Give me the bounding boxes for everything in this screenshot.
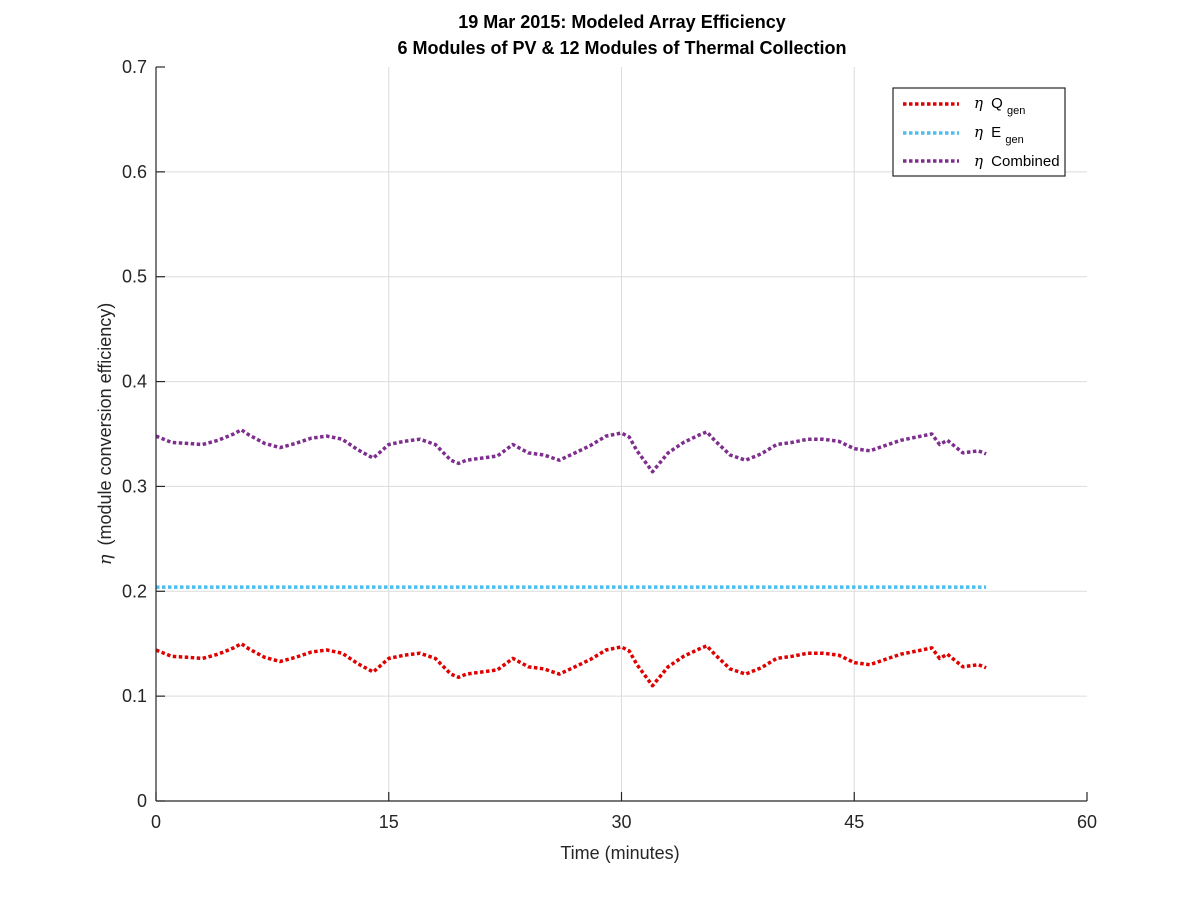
chart-title: 19 Mar 2015: Modeled Array Efficiency: [458, 12, 785, 32]
series-line-0: [155, 641, 987, 688]
legend-sub-e-gen: gen: [1005, 134, 1023, 146]
y-tick-label-3: 0.3: [122, 476, 147, 496]
x-tick-label-3: 45: [844, 812, 864, 832]
legend-label-q-gen: η Q gen: [974, 94, 1025, 117]
x-axis-label: Time (minutes): [560, 843, 679, 863]
legend-label-combined: η Combined: [974, 152, 1060, 170]
grid: [156, 67, 1087, 801]
legend: η Q gen η E gen η Combined: [892, 87, 1066, 177]
y-tick-label-1: 0.1: [122, 686, 147, 706]
legend-main-combined: Combined: [991, 153, 1059, 170]
series-lines: [155, 428, 987, 688]
x-tick-label-0: 0: [151, 812, 161, 832]
y-axis-label-text: (module conversion efficiency): [95, 303, 115, 546]
x-ticks: 0 15 30 45 60: [151, 792, 1097, 832]
legend-eta-e-gen: η: [974, 123, 983, 141]
y-axis-label: η (module conversion efficiency): [95, 303, 116, 566]
x-tick-label-2: 30: [611, 812, 631, 832]
legend-eta-combined: η: [974, 152, 983, 170]
y-ticks: 0 0.1 0.2 0.3 0.4 0.5 0.6 0.7: [122, 57, 165, 811]
legend-label-e-gen: η E gen: [974, 123, 1024, 146]
y-tick-label-5: 0.5: [122, 267, 147, 287]
chart-subtitle: 6 Modules of PV & 12 Modules of Thermal …: [397, 38, 846, 58]
y-axis-label-symbol: η: [95, 554, 116, 565]
series-line-2: [155, 428, 987, 474]
y-tick-label-6: 0.6: [122, 162, 147, 182]
y-tick-label-4: 0.4: [122, 372, 147, 392]
legend-eta-q-gen: η: [974, 94, 983, 112]
y-tick-label-0: 0: [137, 791, 147, 811]
legend-main-e-gen: E: [991, 124, 1001, 141]
legend-sub-q-gen: gen: [1007, 105, 1025, 117]
y-tick-label-2: 0.2: [122, 581, 147, 601]
x-tick-label-4: 60: [1077, 812, 1097, 832]
legend-main-q-gen: Q: [991, 95, 1003, 112]
x-tick-label-1: 15: [379, 812, 399, 832]
y-tick-label-7: 0.7: [122, 57, 147, 77]
